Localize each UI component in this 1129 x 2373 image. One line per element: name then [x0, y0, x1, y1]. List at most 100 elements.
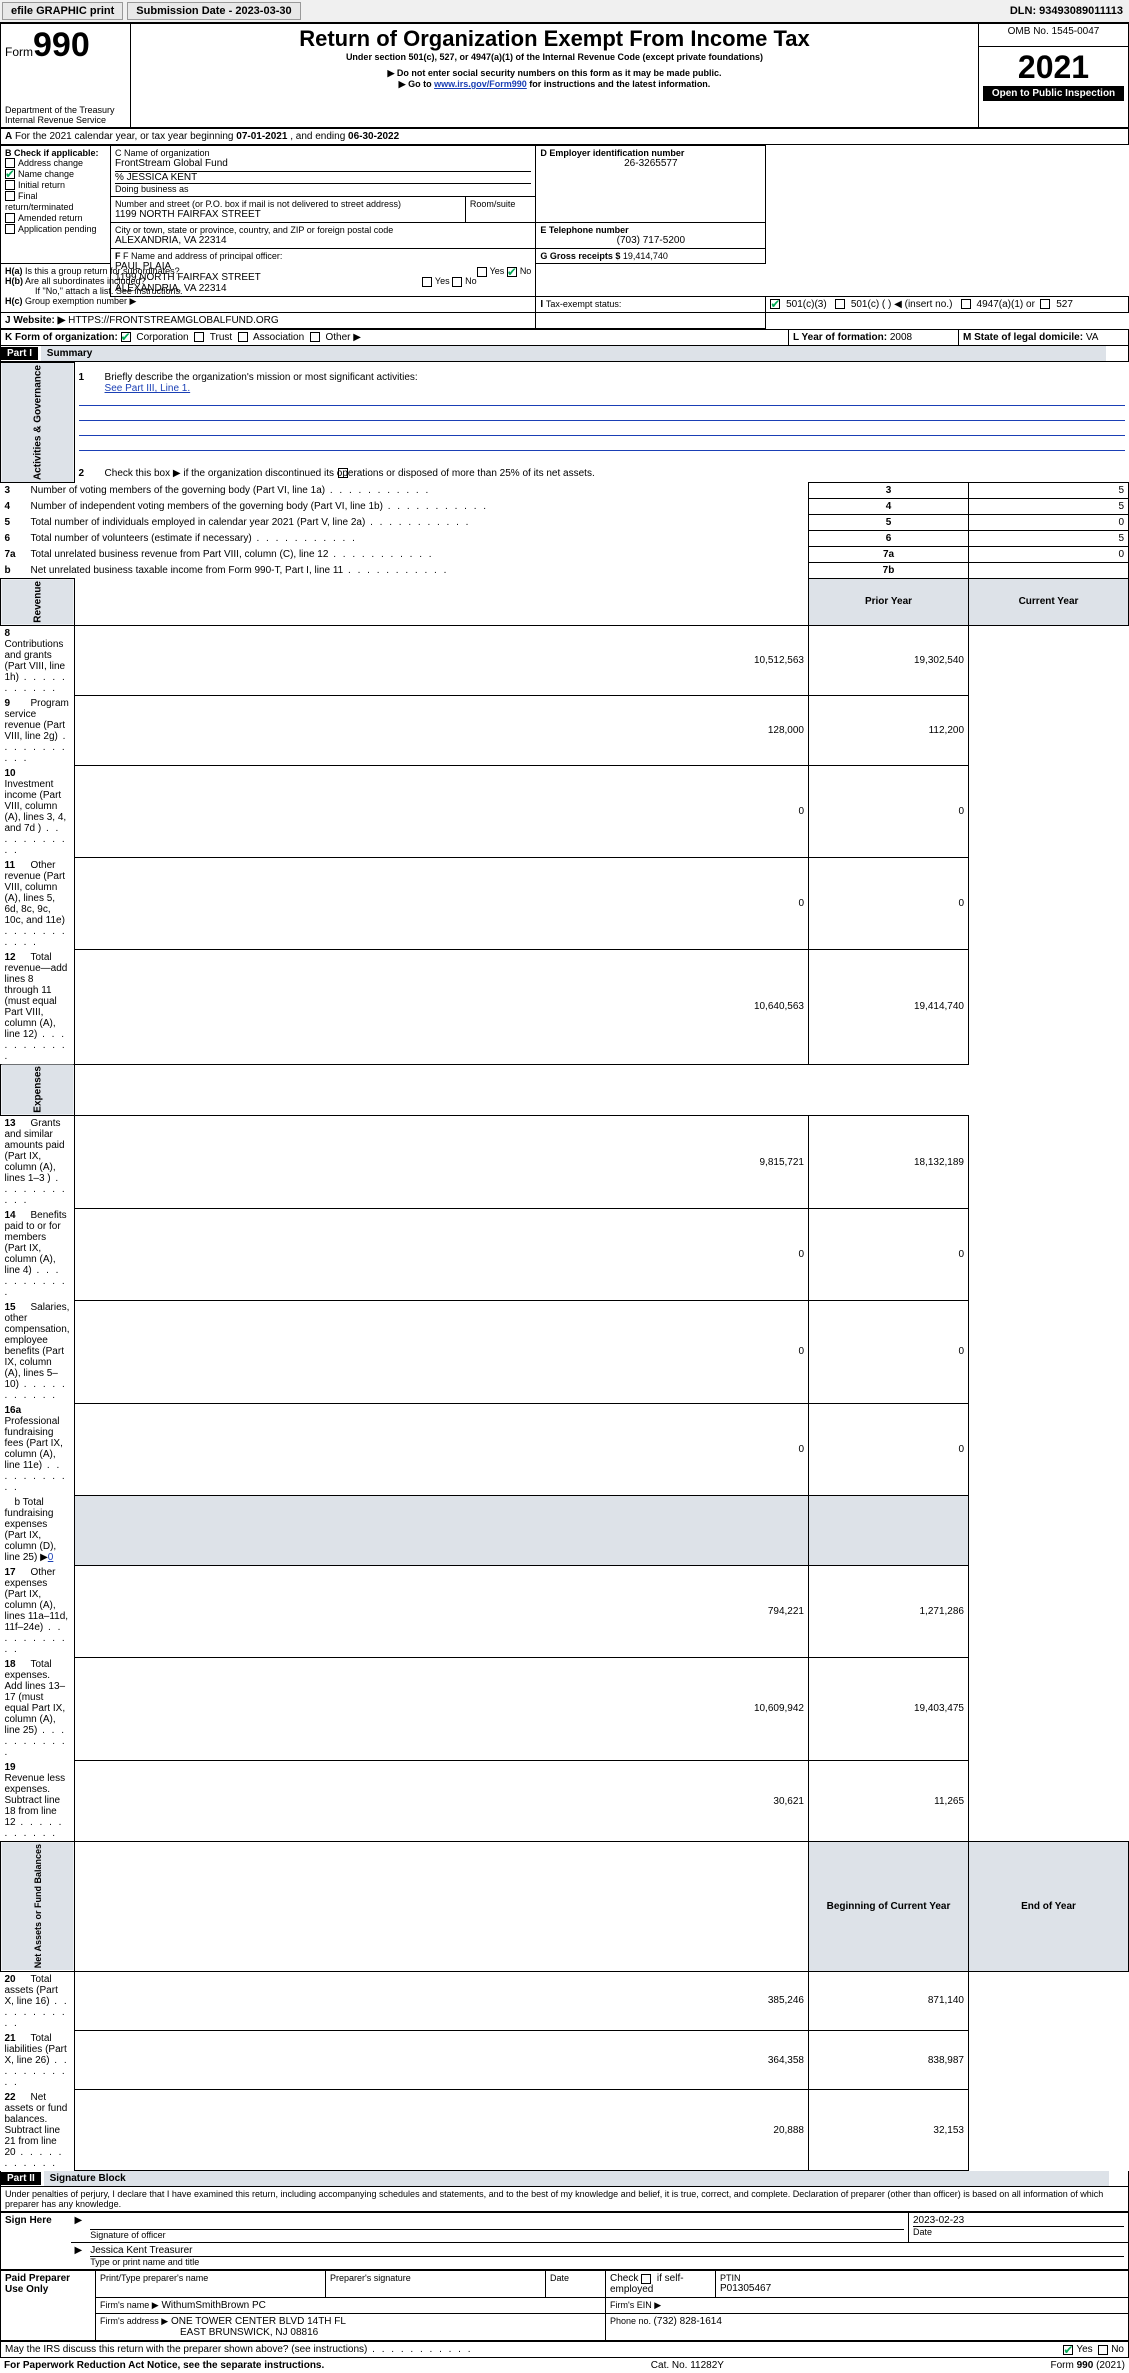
checkbox-501c3[interactable]: [770, 299, 780, 309]
h-c: H(c) Group exemption number ▶: [5, 296, 531, 307]
summary-row-22: 22Net assets or fund balances. Subtract …: [1, 2090, 1129, 2171]
col-beginning-year: Beginning of Current Year: [809, 1842, 969, 1971]
checkbox-ha-yes[interactable]: [477, 267, 487, 277]
form-word: Form: [5, 45, 33, 59]
form-number: 990: [33, 26, 90, 64]
summary-row-19: 19Revenue less expenses. Subtract line 1…: [1, 1760, 1129, 1842]
summary-row-7a: 7aTotal unrelated business revenue from …: [1, 547, 1129, 563]
submission-date-button[interactable]: Submission Date - 2023-03-30: [127, 2, 300, 20]
summary-row-18: 18Total expenses. Add lines 13–17 (must …: [1, 1657, 1129, 1760]
line2-text: Check this box ▶ if the organization dis…: [105, 468, 595, 479]
part1-table: Activities & Governance 1Briefly describ…: [0, 362, 1129, 2171]
col-end-year: End of Year: [969, 1842, 1129, 1971]
sig-date-value: 2023-02-23: [913, 2215, 1124, 2226]
line-j-label: Website: ▶: [13, 315, 65, 326]
checkbox-final-return[interactable]: [5, 191, 15, 201]
efile-print-button[interactable]: efile GRAPHIC print: [2, 2, 123, 20]
line1-label: Briefly describe the organization's miss…: [105, 372, 418, 383]
prep-name-label: Print/Type preparer's name: [100, 2273, 321, 2283]
checkbox-association[interactable]: [238, 332, 248, 342]
checkbox-4947a1[interactable]: [961, 299, 971, 309]
city-value: ALEXANDRIA, VA 22314: [115, 235, 531, 246]
part1-title: Summary: [41, 346, 1106, 361]
perjury-declaration: Under penalties of perjury, I declare th…: [0, 2187, 1129, 2212]
phone-value: (703) 717-5200: [540, 235, 761, 246]
submission-date-label: Submission Date -: [136, 5, 235, 17]
firm-address-2: EAST BRUNSWICK, NJ 08816: [180, 2327, 318, 2338]
prep-date-label: Date: [550, 2273, 601, 2283]
summary-row-21: 21Total liabilities (Part X, line 26) 36…: [1, 2031, 1129, 2090]
dept-treasury: Department of the Treasury: [5, 105, 126, 115]
firm-ein-label: Firm's EIN ▶: [610, 2300, 661, 2310]
summary-row-20: 20Total assets (Part X, line 16) 385,246…: [1, 1971, 1129, 2031]
dln-label: DLN: 93493089011113: [1010, 5, 1123, 17]
checkbox-corporation[interactable]: [121, 332, 131, 342]
summary-row-9: 9Program service revenue (Part VIII, lin…: [1, 696, 1129, 766]
checkbox-discuss-yes[interactable]: [1063, 2345, 1073, 2355]
line-a: A For the 2021 calendar year, or tax yea…: [1, 129, 1129, 145]
col-prior-year: Prior Year: [809, 579, 969, 626]
checkbox-527[interactable]: [1040, 299, 1050, 309]
box-g: G Gross receipts $ 19,414,740: [540, 251, 761, 261]
room-suite-label: Room/suite: [470, 199, 532, 209]
checkbox-hb-yes[interactable]: [422, 277, 432, 287]
note-goto: ▶ Go to www.irs.gov/Form990 for instruct…: [135, 79, 974, 90]
form-title: Return of Organization Exempt From Incom…: [135, 26, 974, 52]
checkbox-501c[interactable]: [835, 299, 845, 309]
year-formation: 2008: [890, 332, 912, 343]
sig-officer-label: Signature of officer: [90, 2229, 904, 2240]
type-name-label: Type or print name and title: [90, 2256, 1124, 2267]
paid-preparer-label: Paid Preparer Use Only: [1, 2271, 96, 2341]
footer-left: For Paperwork Reduction Act Notice, see …: [4, 2360, 324, 2371]
h-b: H(b) Are all subordinates included? Yes …: [5, 276, 531, 286]
h-b-note: If "No," attach a list. See instructions…: [5, 286, 531, 296]
firm-address-1: ONE TOWER CENTER BLVD 14TH FL: [171, 2316, 346, 2327]
officer-printed-name: Jessica Kent Treasurer: [90, 2245, 1124, 2256]
checkbox-other[interactable]: [310, 332, 320, 342]
summary-row-8: 8Contributions and grants (Part VIII, li…: [1, 625, 1129, 696]
care-of: % JESSICA KENT: [115, 171, 531, 183]
top-toolbar: efile GRAPHIC print Submission Date - 20…: [0, 0, 1129, 23]
summary-row-3: 3Number of voting members of the governi…: [1, 483, 1129, 499]
line1-text[interactable]: See Part III, Line 1.: [105, 383, 191, 394]
col-current-year: Current Year: [969, 579, 1129, 626]
summary-row-12: 12Total revenue—add lines 8 through 11 (…: [1, 950, 1129, 1065]
checkbox-application-pending[interactable]: [5, 224, 15, 234]
street-value: 1199 NORTH FAIRFAX STREET: [115, 209, 461, 220]
org-name: FrontStream Global Fund: [115, 158, 531, 169]
sig-date-label: Date: [913, 2226, 1124, 2237]
box-b-label: B Check if applicable:: [5, 148, 106, 158]
vlabel-revenue: Revenue: [1, 579, 75, 626]
summary-row-10: 10Investment income (Part VIII, column (…: [1, 766, 1129, 858]
line-m-label: M State of legal domicile:: [963, 332, 1086, 343]
checkbox-initial-return[interactable]: [5, 180, 15, 190]
summary-row-4: 4Number of independent voting members of…: [1, 499, 1129, 515]
footer-mid: Cat. No. 11282Y: [651, 2360, 724, 2371]
irs-form990-link[interactable]: www.irs.gov/Form990: [434, 79, 527, 89]
checkbox-hb-no[interactable]: [452, 277, 462, 287]
vlabel-net-assets: Net Assets or Fund Balances: [1, 1842, 75, 1971]
summary-row-7b: bNet unrelated business taxable income f…: [1, 563, 1129, 579]
checkbox-line2[interactable]: [338, 468, 348, 478]
checkbox-amended-return[interactable]: [5, 213, 15, 223]
ptin-value: P01305467: [720, 2283, 1124, 2294]
line-i-label: Tax-exempt status:: [546, 299, 622, 309]
checkbox-trust[interactable]: [194, 332, 204, 342]
box-c-label: C Name of organization: [115, 148, 531, 158]
prep-sig-label: Preparer's signature: [330, 2273, 541, 2283]
checkbox-self-employed[interactable]: [641, 2274, 651, 2284]
vlabel-expenses: Expenses: [1, 1064, 75, 1116]
discuss-row: May the IRS discuss this return with the…: [1, 2342, 1129, 2358]
footer-right: Form 990 (2021): [1051, 2360, 1125, 2371]
open-public-inspection: Open to Public Inspection: [983, 86, 1124, 101]
tax-year-begin: 07-01-2021: [236, 131, 287, 142]
summary-row-5: 5Total number of individuals employed in…: [1, 515, 1129, 531]
checkbox-discuss-no[interactable]: [1098, 2345, 1108, 2355]
website-url: HTTPS://FRONTSTREAMGLOBALFUND.ORG: [68, 315, 279, 326]
checkbox-ha-no[interactable]: [507, 267, 517, 277]
checkbox-name-change[interactable]: [5, 169, 15, 179]
h-a: H(a) Is this a group return for subordin…: [5, 266, 531, 276]
part2-title: Signature Block: [44, 2171, 1109, 2186]
summary-row-17: 17Other expenses (Part IX, column (A), l…: [1, 1565, 1129, 1657]
note-ssn: ▶ Do not enter social security numbers o…: [135, 68, 974, 79]
